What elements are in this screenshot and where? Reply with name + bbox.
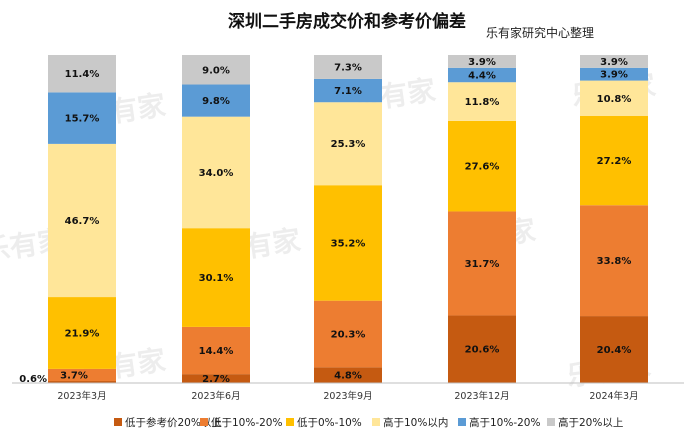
bar-segment (448, 315, 516, 383)
data-label: 9.0% (202, 65, 230, 76)
data-label: 27.2% (597, 156, 632, 167)
bar-segment (182, 326, 250, 375)
bar-segment (580, 205, 648, 317)
chart-source: 乐有家研究中心整理 (486, 25, 594, 40)
data-label: 2.7% (202, 374, 230, 385)
legend-label: 低于10%-20% (211, 416, 282, 429)
legend-swatch (286, 418, 294, 426)
bar-segment (448, 67, 516, 83)
chart-title: 深圳二手房成交价和参考价偏差 (228, 11, 466, 32)
bar-segment (314, 367, 382, 383)
bar-segment (48, 143, 116, 298)
data-label: 46.7% (65, 216, 100, 227)
x-tick-label: 2023年9月 (323, 390, 372, 402)
data-label: 3.7% (60, 370, 88, 381)
data-label: 20.4% (597, 345, 632, 356)
data-label: 20.6% (465, 345, 500, 356)
bar-segment (314, 78, 382, 103)
data-label: 21.9% (65, 328, 100, 339)
data-label: 31.7% (465, 259, 500, 270)
data-label: 30.1% (199, 273, 234, 284)
bar-segment (314, 102, 382, 186)
bar-segment (182, 55, 250, 85)
bar-segment (580, 55, 648, 68)
data-label: 20.3% (331, 329, 366, 340)
bar-segment (448, 120, 516, 212)
data-label: 9.8% (202, 96, 230, 107)
bar-segment (580, 316, 648, 383)
bar-segment (48, 55, 116, 93)
data-label: 0.6% (19, 374, 47, 385)
legend-swatch (200, 418, 208, 426)
legend-label: 高于10%-20% (469, 416, 540, 429)
legend-label: 低于参考价20%以上 (125, 416, 222, 429)
bar-segment (448, 82, 516, 121)
data-label: 7.1% (334, 86, 362, 97)
data-label: 11.4% (65, 69, 100, 80)
data-label: 11.8% (465, 97, 500, 108)
data-label: 34.0% (199, 168, 234, 179)
data-label: 3.9% (600, 70, 628, 81)
data-label: 10.8% (597, 94, 632, 105)
bar-segment (314, 185, 382, 301)
data-label: 7.3% (334, 62, 362, 73)
data-label: 25.3% (331, 139, 366, 150)
bar-segment (48, 92, 116, 144)
data-label: 3.9% (468, 57, 496, 68)
bar-segment (580, 116, 648, 206)
data-label: 15.7% (65, 114, 100, 125)
bar-segment (182, 116, 250, 229)
legend-label: 高于10%以内 (383, 416, 448, 429)
x-tick-label: 2023年12月 (454, 390, 509, 402)
bar-segment (314, 300, 382, 368)
data-label: 35.2% (331, 238, 366, 249)
bar-segment (182, 374, 250, 383)
legend-swatch (458, 418, 466, 426)
x-tick-label: 2024年3月 (589, 390, 638, 402)
legend-swatch (372, 418, 380, 426)
bar-segment (314, 55, 382, 79)
bar-segment (48, 368, 116, 382)
data-label: 27.6% (465, 162, 500, 173)
data-label: 33.8% (597, 256, 632, 267)
data-label: 14.4% (199, 346, 234, 357)
data-label: 3.9% (600, 57, 628, 68)
bar-segment (182, 228, 250, 327)
x-axis-ticks: 2023年3月 2023年6月 2023年9月 2023年12月 2024年3月 (57, 390, 638, 402)
bar-segment (48, 297, 116, 369)
legend-label: 低于0%-10% (297, 416, 362, 429)
bar-segment (448, 55, 516, 68)
data-label: 4.4% (468, 71, 496, 82)
data-label: 4.8% (334, 371, 362, 382)
bar-segment (48, 381, 116, 383)
legend-swatch (547, 418, 555, 426)
legend-label: 高于20%以上 (558, 416, 623, 429)
bar-segment (580, 80, 648, 117)
legend-swatch (114, 418, 122, 426)
x-tick-label: 2023年6月 (191, 390, 240, 402)
bar-segment (182, 84, 250, 117)
bar-segment (448, 211, 516, 316)
bars-layer: 0.6% 3.7% 21.9% 46.7% 15.7% 11.4% 2.7% 14.4% 30.… (19, 55, 648, 385)
bar-segment (580, 67, 648, 81)
x-tick-label: 2023年3月 (57, 390, 106, 402)
